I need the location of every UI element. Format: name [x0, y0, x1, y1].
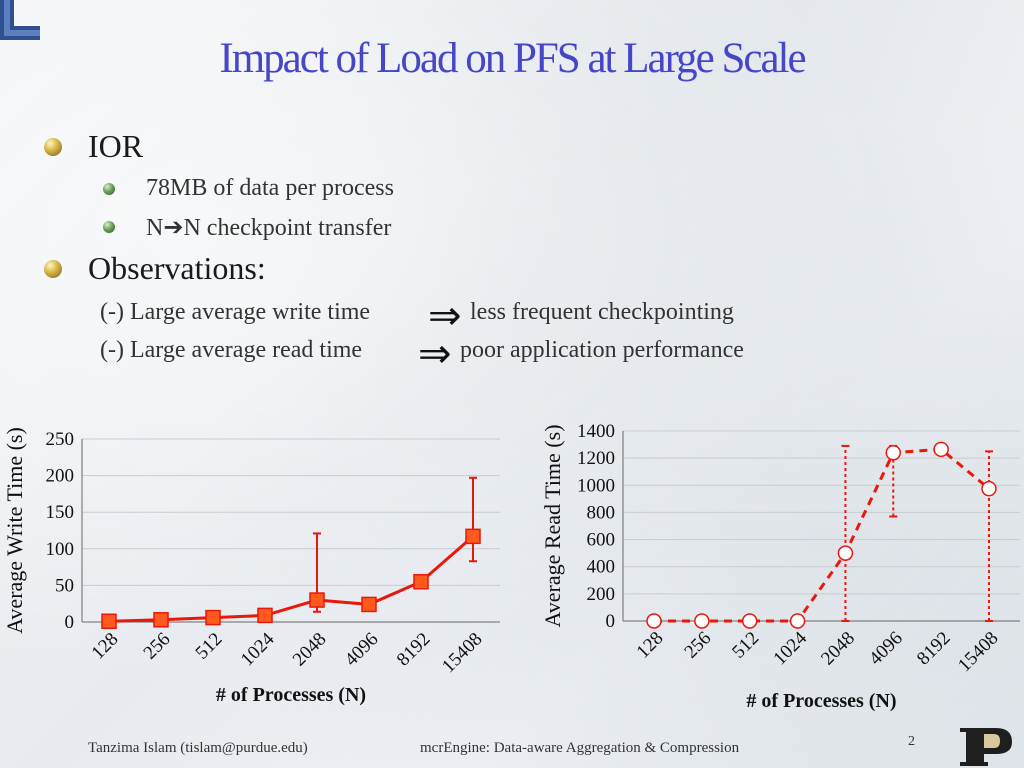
read-time-chart: 0 200 400 600 800 1000 1200 1400 128 256 512 1024 20…	[540, 421, 1020, 712]
bullet-ior: IOR	[88, 128, 144, 164]
x-tick-label: 256	[680, 628, 715, 663]
implies-arrow-icon: ⇒	[428, 293, 462, 339]
x-tick-label: 4096	[865, 628, 907, 670]
y-axis-title: Average Read Time (s)	[540, 424, 565, 627]
y-tick-label: 250	[46, 429, 75, 450]
data-point	[101, 613, 117, 630]
data-point	[837, 545, 854, 561]
y-tick-label: 200	[46, 466, 75, 487]
data-point	[646, 613, 662, 629]
x-tick-label: 128	[88, 629, 123, 664]
bullet-icon	[44, 260, 62, 278]
bullet-observations: Observations:	[88, 250, 266, 286]
y-tick-label: 0	[65, 612, 75, 633]
data-point	[885, 444, 902, 461]
data-point	[153, 612, 169, 628]
data-point	[413, 573, 429, 590]
y-tick-label: 800	[587, 502, 616, 523]
y-tick-label: 1400	[577, 421, 615, 442]
implies-arrow-icon: ⇒	[418, 331, 452, 377]
y-axis-title: Average Write Time (s)	[2, 427, 27, 634]
sub-bullet-icon	[103, 221, 115, 233]
y-tick-label: 150	[46, 502, 75, 523]
x-axis-title: # of Processes (N)	[746, 690, 896, 712]
data-point	[361, 596, 377, 613]
x-tick-label: 512	[728, 628, 763, 663]
write-time-chart: 0 50 100 150 200 250 128 256 512 1024 2048 4096 8192…	[2, 427, 500, 706]
observation-read-right: poor application performance	[460, 337, 744, 363]
data-point	[694, 613, 710, 629]
x-tick-label: 2048	[817, 628, 859, 670]
y-tick-label: 600	[587, 530, 616, 551]
x-tick-label: 1024	[769, 627, 811, 669]
y-tick-label: 50	[55, 575, 74, 596]
x-tick-label: 256	[140, 629, 175, 664]
y-tick-label: 1000	[577, 475, 615, 496]
data-point	[257, 607, 273, 624]
series-line	[654, 447, 990, 623]
sub-bullet-icon	[103, 183, 115, 195]
data-point	[465, 528, 481, 545]
sub-bullet-data-per-process: 78MB of data per process	[146, 175, 394, 201]
x-tick-label: 15408	[438, 629, 486, 677]
series-line	[108, 535, 474, 623]
footer-project: mcrEngine: Data-aware Aggregation & Comp…	[420, 740, 740, 756]
y-tick-label: 200	[587, 584, 616, 605]
x-tick-label: 1024	[237, 628, 279, 670]
x-tick-label: 512	[192, 629, 227, 664]
slide-title: Impact of Load on PFS at Large Scale	[219, 35, 806, 82]
bullet-icon	[44, 138, 62, 156]
x-tick-label: 15408	[954, 628, 1002, 676]
n-checkpoint-label: N checkpoint transfer	[183, 215, 392, 241]
data-point	[205, 609, 221, 626]
corner-logo-icon	[0, 0, 40, 40]
n-label-left: N	[146, 215, 164, 241]
y-tick-label: 400	[587, 557, 616, 578]
purdue-p-logo-icon	[960, 728, 1012, 766]
right-arrow-icon: ➔	[163, 213, 184, 241]
y-tick-label: 0	[606, 611, 616, 632]
x-tick-label: 8192	[393, 629, 435, 671]
x-tick-label: 128	[633, 628, 668, 663]
data-point	[933, 441, 949, 458]
observation-read-left: (-) Large average read time	[100, 337, 363, 363]
observation-write-left: (-) Large average write time	[100, 299, 371, 325]
y-tick-label: 100	[46, 539, 75, 560]
x-axis-title: # of Processes (N)	[216, 684, 366, 706]
page-number: 2	[908, 734, 915, 749]
observation-write-right: less frequent checkpointing	[470, 299, 734, 325]
data-point	[981, 480, 997, 497]
y-tick-label: 1200	[577, 448, 615, 469]
x-tick-label: 4096	[341, 629, 383, 671]
footer-author: Tanzima Islam (tislam@purdue.edu)	[88, 740, 308, 756]
data-point	[309, 592, 325, 608]
data-point	[789, 613, 806, 629]
sub-bullet-checkpoint-transfer: N➔N checkpoint transfer	[146, 213, 391, 242]
x-tick-label: 2048	[289, 629, 331, 671]
data-point	[741, 613, 758, 629]
x-tick-label: 8192	[913, 628, 955, 670]
